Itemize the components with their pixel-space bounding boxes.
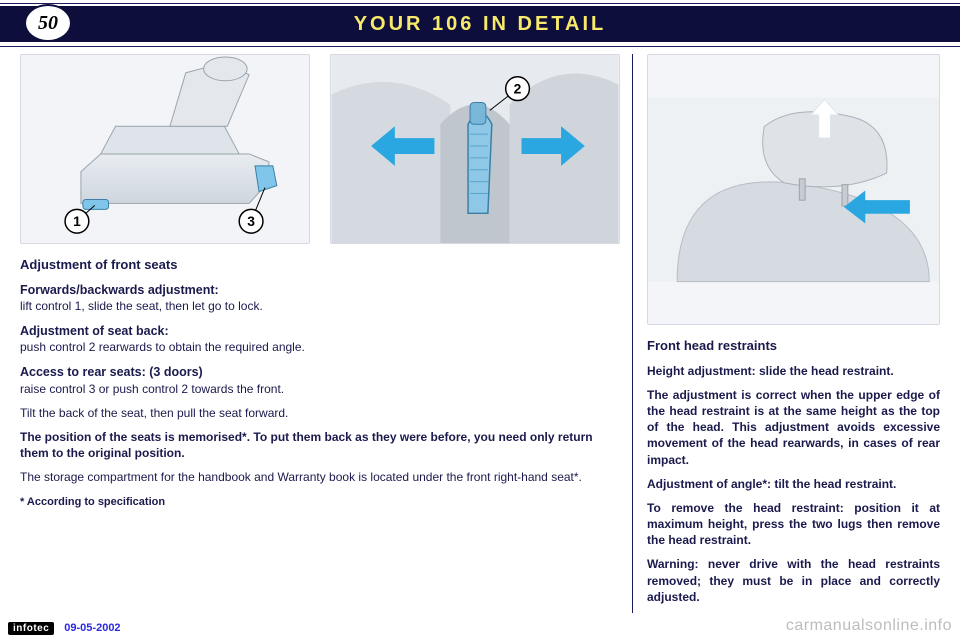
footer: infotec 09-05-2002 carmanualsonline.info — [0, 617, 960, 639]
figure-seat: 1 3 — [20, 54, 310, 244]
left-sub-1: Forwards/backwards adjustment: — [20, 283, 219, 297]
right-para-2: The adjustment is correct when the upper… — [647, 387, 940, 468]
header-band: 50 YOUR 106 IN DETAIL — [0, 6, 960, 42]
footnote: * According to specification — [20, 495, 620, 510]
left-para-3: The storage compartment for the handbook… — [20, 469, 620, 485]
infotec-badge: infotec — [8, 622, 54, 635]
content: 1 3 — [20, 54, 940, 613]
header-underline — [0, 46, 960, 47]
header-title: YOUR 106 IN DETAIL — [354, 13, 607, 36]
callout-3-label: 3 — [247, 213, 255, 229]
figure-lever: 2 — [330, 54, 620, 244]
right-para-1: Height adjustment: slide the head restra… — [647, 363, 940, 379]
left-column: 1 3 — [20, 54, 620, 613]
page: 50 YOUR 106 IN DETAIL — [0, 0, 960, 639]
right-para-4: To remove the head restraint: position i… — [647, 500, 940, 549]
right-column: Front head restraints Height adjustment:… — [632, 54, 940, 613]
top-rule — [0, 3, 960, 4]
left-para-1: Tilt the back of the seat, then pull the… — [20, 405, 620, 421]
right-section-title: Front head restraints — [647, 337, 940, 355]
right-para-3: Adjustment of angle*: tilt the head rest… — [647, 476, 940, 492]
figures-row: 1 3 — [20, 54, 620, 244]
page-number: 50 — [24, 4, 72, 42]
left-text-2: push control 2 rearwards to obtain the r… — [20, 340, 305, 354]
watermark: carmanualsonline.info — [786, 617, 952, 635]
left-text-1: lift control 1, slide the seat, then let… — [20, 299, 263, 313]
left-section-title: Adjustment of front seats — [20, 256, 620, 274]
left-sub-2: Adjustment of seat back: — [20, 324, 169, 338]
left-body-text: Adjustment of front seats Forwards/backw… — [20, 256, 620, 518]
left-text-3: raise control 3 or push control 2 toward… — [20, 382, 284, 396]
callout-2-label: 2 — [514, 81, 522, 97]
left-sub-3: Access to rear seats: (3 doors) — [20, 365, 203, 379]
right-body-text: Front head restraints Height adjustment:… — [647, 337, 940, 613]
right-para-5: Warning: never drive with the head restr… — [647, 556, 940, 605]
callout-1-label: 1 — [73, 213, 81, 229]
left-para-2: The position of the seats is memorised*.… — [20, 429, 620, 461]
date-stamp: 09-05-2002 — [64, 622, 120, 634]
figure-headrest — [647, 54, 940, 325]
